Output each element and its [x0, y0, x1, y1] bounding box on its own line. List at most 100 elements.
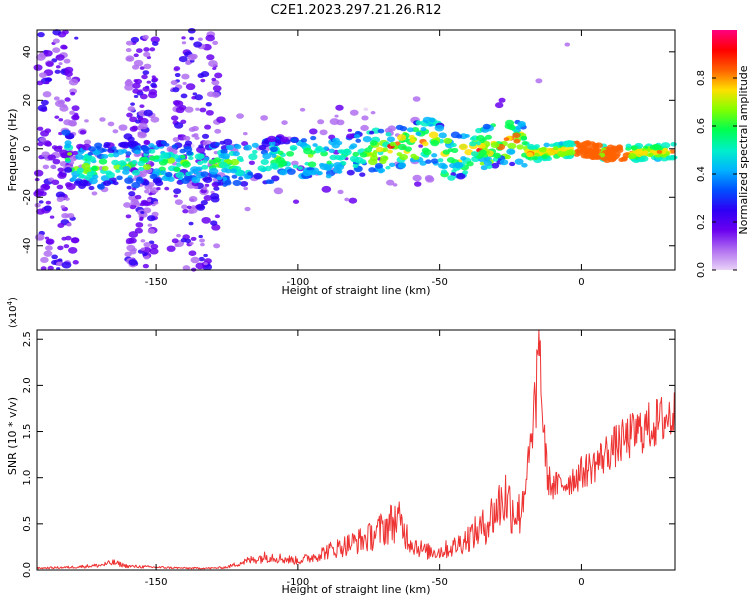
spectrogram-cell	[51, 179, 60, 186]
spectrogram-cell	[260, 115, 268, 121]
spectrogram-cell	[317, 119, 325, 125]
spectrogram-cell	[125, 237, 135, 244]
spectrogram-cell	[124, 177, 134, 184]
spectrogram-cell	[450, 142, 457, 148]
spectrogram-cell	[206, 54, 215, 61]
spectrogram-cell	[431, 153, 438, 158]
spectrogram-cell	[126, 185, 132, 190]
spectrogram-cell	[56, 184, 64, 190]
spectrogram-cell	[204, 156, 210, 161]
spectrogram-cell	[108, 153, 114, 158]
spectrogram-cell	[338, 154, 347, 160]
spectrogram-cell	[539, 147, 547, 153]
spectrogram-cell	[139, 216, 144, 220]
spectrogram-cell	[386, 136, 395, 143]
spectrogram-cell	[329, 154, 338, 161]
spectrogram-cell	[290, 137, 298, 143]
spectrogram-cell	[131, 169, 141, 176]
snr-x-tick-label: -50	[431, 577, 447, 588]
spectrogram-cell	[136, 48, 143, 53]
spectrogram-cell	[210, 196, 220, 203]
spectrogram-cell	[360, 124, 369, 132]
spectrogram-cell	[65, 235, 72, 241]
spectrogram-cell	[581, 145, 587, 150]
spectrogram-cell	[203, 253, 208, 258]
spectrogram-cell	[248, 153, 258, 161]
spectrogram-cell	[94, 142, 103, 149]
spectrogram-cell	[308, 169, 318, 176]
spectrogram-cell	[195, 262, 205, 270]
spectrogram-cell	[526, 151, 534, 158]
spectrogram-cell	[191, 134, 197, 138]
spectrogram-cell	[172, 87, 180, 93]
spectrogram-cell	[37, 31, 45, 38]
spectrogram-cell	[178, 55, 188, 63]
spectrogram-cell	[111, 159, 120, 166]
spectrogram-cell	[142, 163, 152, 171]
spectrogram-cell	[133, 59, 144, 67]
snr-plot: -150 -100 -50 0 0.0 0.5 1.0 1.5 2.0 2.5 Height o…	[6, 297, 676, 596]
spectrogram-cell	[134, 194, 142, 200]
spectrogram-cell	[132, 88, 140, 94]
spectrogram-cell	[130, 199, 140, 206]
spectrogram-cell	[52, 158, 61, 165]
spectrogram-x-ticks: -150 -100 -50 0	[145, 30, 585, 288]
spectrogram-cell	[65, 76, 72, 81]
snr-y-tick-label: 0.5	[22, 516, 33, 532]
spectrogram-cell	[310, 135, 317, 141]
spectrogram-cell	[112, 129, 119, 134]
spectrogram-cell	[43, 50, 53, 57]
spectrogram-cell	[380, 155, 389, 162]
spectrogram-cell	[253, 172, 263, 180]
spectrogram-cell	[140, 199, 149, 206]
spectrogram-cell	[38, 72, 47, 78]
spectrogram-cell	[354, 130, 362, 136]
spectrogram-cell	[62, 104, 68, 108]
spectrogram-cell	[54, 69, 61, 74]
spectrogram-cell	[214, 72, 223, 79]
snr-y-tick-label: 2.0	[22, 377, 33, 393]
spectrogram-cell	[230, 158, 240, 166]
spectrogram-cell	[412, 96, 421, 102]
spectrogram-cell	[201, 216, 211, 224]
spectrogram-cell	[397, 134, 407, 141]
spectrogram-cell	[225, 144, 234, 151]
spectrogram-cell	[421, 141, 429, 147]
spectrogram-cell	[409, 138, 416, 143]
spectrogram-cell	[74, 36, 79, 40]
spectrogram-cell	[61, 261, 72, 269]
spectrogram-y-axis-label: Frequency (Hz)	[6, 109, 19, 192]
spectrogram-cell	[170, 80, 178, 86]
spectrogram-cell	[181, 73, 190, 80]
spectrogram-cell	[353, 134, 361, 139]
spectrogram-cell	[210, 220, 218, 226]
spectrogram-cell	[223, 138, 233, 146]
spectrogram-cell	[127, 106, 136, 112]
spectrogram-cell	[309, 128, 318, 135]
spectrogram-cell	[126, 112, 133, 118]
spectrogram-cell	[76, 167, 84, 173]
spectrogram-cell	[148, 148, 156, 154]
spectrogram-cell	[133, 94, 139, 99]
spectrogram-cell	[232, 179, 242, 187]
spectrogram-cell	[271, 154, 277, 158]
spectrogram-frame	[36, 29, 676, 271]
spectrogram-cell	[257, 165, 266, 172]
spectrogram-cell	[133, 79, 139, 83]
spectrogram-cell	[412, 174, 422, 182]
spectrogram-cell	[125, 151, 132, 156]
spectrogram-cell	[166, 245, 176, 252]
spectrogram-cell	[303, 147, 313, 155]
spectrogram-cell	[430, 158, 439, 164]
spectrogram-cell	[648, 152, 654, 157]
spectrogram-cell	[437, 158, 444, 163]
spectrogram-cell	[369, 130, 375, 135]
spectrogram-cell	[164, 186, 170, 191]
spectrogram-cell	[359, 172, 366, 177]
spectrogram-cell	[492, 157, 499, 162]
spectrogram-cell	[191, 125, 199, 132]
spectrogram-cell	[260, 158, 269, 165]
spectrogram-cell	[188, 209, 195, 214]
spectrogram-cell	[47, 154, 57, 161]
spectrogram-cell	[290, 146, 296, 151]
